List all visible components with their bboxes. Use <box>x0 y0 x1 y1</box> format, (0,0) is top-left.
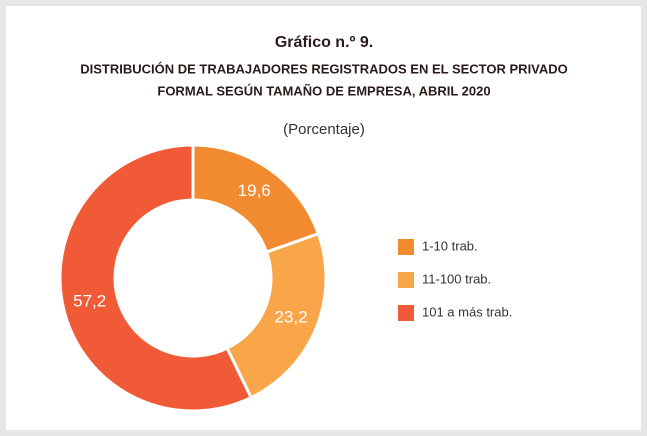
chart-subtitle: FORMAL SEGÚN TAMAÑO DE EMPRESA, ABRIL 20… <box>157 83 490 98</box>
legend-swatch <box>398 239 414 255</box>
legend-swatch <box>398 305 414 321</box>
legend-label: 11-100 trab. <box>422 271 491 286</box>
legend-swatch <box>398 272 414 288</box>
data-label: 57,2 <box>73 291 106 310</box>
donut-slice <box>225 231 328 400</box>
chart-title: Gráfico n.º 9. <box>275 34 373 51</box>
unit-label: (Porcentaje) <box>283 121 365 138</box>
chart-subtitle: DISTRIBUCIÓN DE TRABAJADORES REGISTRADOS… <box>80 61 568 76</box>
data-label: 19,6 <box>238 181 271 200</box>
data-label: 23,2 <box>275 308 308 327</box>
legend-label: 1-10 trab. <box>422 238 478 253</box>
legend-label: 101 a más trab. <box>422 304 512 319</box>
donut-slice <box>58 143 254 413</box>
